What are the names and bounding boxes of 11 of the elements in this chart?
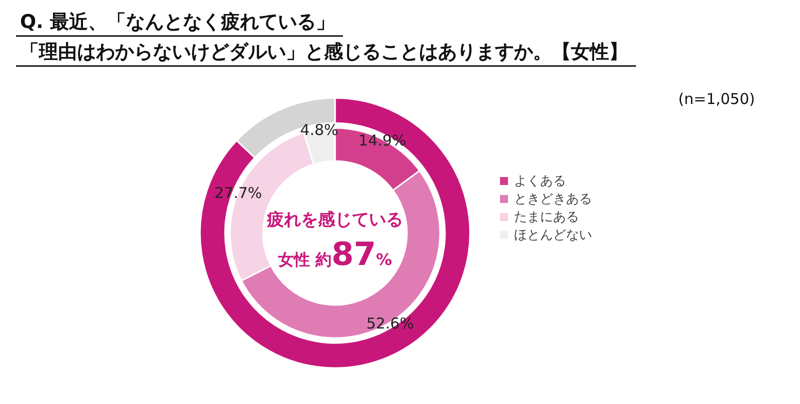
legend-label: たまにある — [514, 210, 579, 225]
legend-label: ときどきある — [514, 192, 592, 207]
legend-label: よくある — [514, 174, 566, 189]
chart-subtitle: 「理由はわからないけどダルい」と感じることはありますか。【女性】 — [20, 41, 628, 63]
text: 女性 約87% — [276, 235, 392, 273]
chart-title: Q. 最近、「なんとなく疲れている」 — [20, 11, 335, 33]
donut-slice — [199, 97, 471, 369]
data-label: 4.8% — [300, 121, 338, 140]
text: 疲れを感じている — [266, 210, 403, 230]
legend-label: ほとんどない — [514, 228, 592, 243]
text: (n=1,050) — [678, 90, 755, 108]
